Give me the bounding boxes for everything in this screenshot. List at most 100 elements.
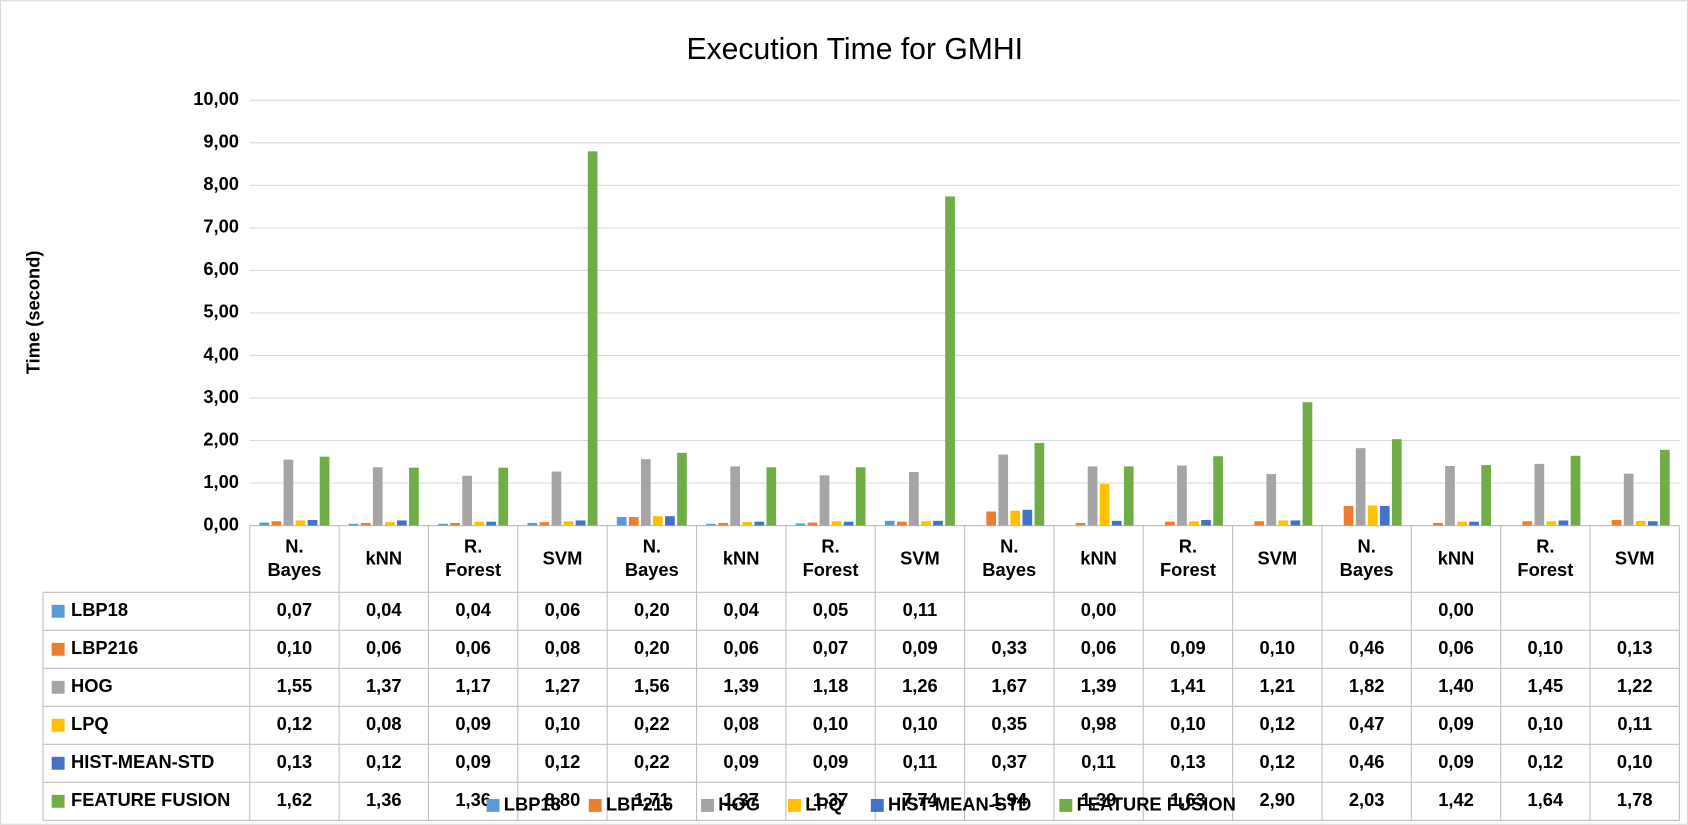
table-value: 0,06 — [723, 637, 759, 658]
table-value: 0,06 — [366, 637, 402, 658]
table-value: 0,09 — [813, 751, 849, 772]
y-tick-label: 1,00 — [203, 471, 239, 492]
chart-title: Execution Time for GMHI — [687, 33, 1024, 66]
y-tick-label: 10,00 — [193, 88, 239, 109]
bar — [1034, 443, 1045, 526]
table-value: 1,55 — [277, 675, 313, 696]
x-tick-label-box: R. Forest — [1143, 526, 1232, 593]
bar — [1433, 522, 1443, 526]
x-tick-cell: N. Bayes — [1322, 526, 1411, 593]
x-tick-cell: SVM — [1233, 526, 1322, 593]
table-value: 2,90 — [1259, 789, 1295, 810]
table-value: 1,37 — [723, 789, 759, 810]
bar — [1099, 483, 1110, 526]
y-tick-label: 2,00 — [203, 428, 239, 449]
table-value: 0,09 — [723, 751, 759, 772]
table-value: 0,12 — [1528, 751, 1564, 772]
table-value: 0,10 — [545, 713, 581, 734]
y-tick-label: 8,00 — [203, 173, 239, 194]
bar — [563, 521, 574, 526]
x-tick-cell: R. Forest — [1143, 526, 1232, 593]
bar — [372, 467, 383, 526]
table-value: 1,26 — [902, 675, 938, 696]
bar — [1010, 510, 1021, 526]
table-value: 0,12 — [277, 713, 313, 734]
legend-key — [788, 798, 801, 812]
bar — [754, 521, 765, 526]
x-tick-label: kNN — [1437, 548, 1475, 569]
legend-label: LPQ — [805, 793, 843, 814]
bar — [1075, 522, 1086, 526]
x-tick-cell: R. Forest — [786, 526, 875, 593]
table-value: 0,08 — [545, 637, 581, 658]
table-value: 0,13 — [1617, 637, 1653, 658]
table-value: 0,06 — [455, 637, 491, 658]
table-value: 0,11 — [903, 751, 938, 772]
bar — [1302, 402, 1313, 526]
x-tick-label-box: R. Forest — [786, 526, 875, 593]
bar — [575, 520, 586, 526]
x-tick-cell: SVM — [875, 526, 964, 593]
x-tick-label-box: SVM — [1615, 548, 1655, 568]
bar — [1635, 520, 1646, 526]
table-legend-key — [51, 794, 65, 808]
bar — [1546, 521, 1557, 526]
bar — [653, 516, 663, 526]
bar — [921, 521, 931, 526]
table-value: 0,10 — [1259, 637, 1295, 658]
table-value: 0,10 — [1528, 713, 1564, 734]
legend-label: HOG — [718, 793, 760, 814]
table-value: 1,62 — [277, 789, 313, 810]
y-tick-label: 6,00 — [203, 258, 239, 279]
bar — [307, 520, 318, 526]
table-value: 1,45 — [1528, 675, 1564, 696]
bar — [1189, 521, 1199, 526]
table-legend-key — [51, 718, 65, 732]
bar — [1343, 505, 1354, 526]
y-tick-label: 9,00 — [203, 131, 239, 152]
table-value: 1,36 — [455, 789, 491, 810]
table-value: 0,20 — [634, 599, 670, 620]
bar — [360, 522, 371, 526]
x-tick-label-box: R. Forest — [1517, 536, 1573, 580]
x-tick-label: N. Bayes — [1339, 536, 1394, 581]
table-value: 0,09 — [1438, 713, 1474, 734]
x-tick-cell: R. Forest — [428, 526, 517, 593]
x-tick-label-box: R. Forest — [428, 526, 517, 593]
table-value: 8,80 — [545, 789, 581, 810]
bar — [831, 521, 842, 526]
y-tick-label: 4,00 — [203, 343, 239, 364]
bar — [498, 467, 509, 526]
table-legend-key — [51, 642, 65, 656]
table-value: 1,42 — [1438, 789, 1474, 810]
bar — [1111, 520, 1122, 526]
bar — [819, 475, 830, 526]
bar — [742, 522, 753, 526]
bar — [551, 471, 562, 526]
bar — [462, 475, 472, 526]
bar — [438, 523, 448, 526]
table-value: 0,11 — [1617, 713, 1652, 734]
table-value: 0,06 — [1081, 637, 1117, 658]
legend: LBP18 LBP216 HOG LPQ HIST-MEAN-STD FEATURE FU… — [486, 793, 1236, 814]
bar — [1445, 466, 1455, 526]
table-value: 0,06 — [545, 599, 581, 620]
bar — [486, 521, 497, 526]
bar — [409, 467, 419, 526]
bar — [1647, 521, 1658, 526]
x-tick-label-box: kNN — [339, 526, 428, 593]
x-tick-label: kNN — [1080, 548, 1117, 569]
bar — [1087, 466, 1098, 526]
y-tick-label: 7,00 — [203, 216, 239, 237]
bar — [1177, 465, 1187, 526]
table-value: 7,74 — [902, 789, 938, 810]
x-tick-label-box: kNN — [723, 548, 760, 568]
table-value: 0,47 — [1349, 713, 1385, 734]
x-tick-label-box: N. Bayes — [267, 536, 321, 580]
x-tick-cell: kNN — [339, 526, 428, 593]
bar — [1660, 449, 1670, 526]
table-value: 1,63 — [1170, 789, 1206, 810]
x-tick-cell: N. Bayes — [607, 526, 696, 593]
bar — [718, 522, 728, 526]
table-value: 0,10 — [902, 713, 938, 734]
